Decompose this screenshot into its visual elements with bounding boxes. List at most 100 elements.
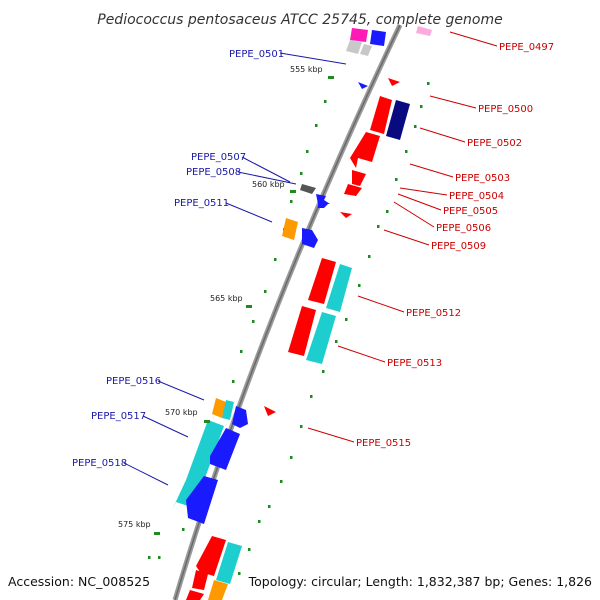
gene-feature-red — [344, 184, 362, 196]
gene-feature-red — [186, 590, 204, 600]
minor-tick-dot — [368, 255, 371, 258]
gene-label-pepe-0509[interactable]: PEPE_0509 — [431, 241, 486, 252]
gene-label-pepe-0508[interactable]: PEPE_0508 — [186, 167, 241, 178]
backbone-arc-core — [174, 24, 401, 600]
gene-leader-line — [279, 52, 347, 65]
minor-tick-dot — [290, 456, 293, 459]
gene-feature-blue — [316, 194, 330, 204]
map-title: Pediococcus pentosaceus ATCC 25745, comp… — [97, 12, 502, 28]
gene-feature-blue — [232, 406, 248, 428]
minor-tick-dot — [264, 290, 267, 293]
gene-label-pepe-0511[interactable]: PEPE_0511 — [174, 198, 229, 209]
gene-leader-line — [142, 415, 189, 438]
genome-backbone — [172, 23, 403, 600]
gene-feature-navy — [386, 100, 410, 140]
minor-tick-dot — [300, 425, 303, 428]
minor-tick-dot — [395, 178, 398, 181]
minor-tick-dot — [290, 200, 293, 203]
genome-summary-text: Topology: circular; Length: 1,832,387 bp… — [248, 574, 592, 589]
gene-label-pepe-0513[interactable]: PEPE_0513 — [387, 358, 442, 369]
gene-feature-cyan — [326, 264, 352, 312]
gene-label-pepe-0516[interactable]: PEPE_0516 — [106, 376, 161, 387]
gene-feature-red — [370, 96, 392, 134]
gene-feature-red — [264, 406, 276, 416]
gene-features — [172, 26, 432, 600]
gene-label-pepe-0503[interactable]: PEPE_0503 — [455, 173, 510, 184]
minor-tick-dot — [240, 350, 243, 353]
gene-feature-red — [340, 212, 352, 218]
minor-tick-dot — [258, 520, 261, 523]
minor-tick-dot — [252, 320, 255, 323]
gene-leader-line — [357, 295, 405, 313]
gene-label-pepe-0504[interactable]: PEPE_0504 — [449, 191, 504, 202]
minor-tick-dot — [232, 380, 235, 383]
minor-tick-dot — [238, 572, 241, 575]
minor-tick-dot — [322, 370, 325, 373]
gene-feature-red — [192, 570, 208, 590]
gene-feature-red — [288, 306, 316, 356]
gene-leader-line — [429, 95, 477, 109]
gene-feature-red — [350, 132, 380, 168]
minor-tick-dot — [158, 556, 161, 559]
gene-leader-line — [123, 462, 169, 486]
gene-label-pepe-0506[interactable]: PEPE_0506 — [436, 223, 491, 234]
gene-feature-cyan — [172, 420, 224, 510]
minor-tick-dot — [248, 548, 251, 551]
gene-label-pepe-0501[interactable]: PEPE_0501 — [229, 49, 284, 60]
gene-feature-dark_gray — [300, 184, 316, 194]
gene-leader-line — [449, 31, 498, 47]
gene-feature-blue — [210, 428, 240, 470]
gene-feature-orange — [208, 580, 228, 600]
minor-tick-dot — [386, 210, 389, 213]
gene-feature-red — [352, 170, 366, 186]
gene-leader-line — [337, 345, 386, 363]
gene-feature-orange — [282, 218, 298, 240]
gene-feature-gray — [346, 40, 362, 54]
gene-label-pepe-0512[interactable]: PEPE_0512 — [406, 308, 461, 319]
gene-feature-blue — [318, 202, 328, 208]
gene-feature-blue — [186, 476, 218, 524]
gene-feature-blue — [370, 30, 386, 46]
gene-leader-line — [419, 127, 466, 143]
kbp-tick-mark — [246, 305, 252, 308]
minor-tick-dot — [405, 150, 408, 153]
minor-tick-dot — [182, 528, 185, 531]
minor-tick-dot — [427, 82, 430, 85]
minor-tick-dot — [274, 258, 277, 261]
kbp-tick-mark — [328, 76, 334, 79]
gene-leader-line — [393, 201, 435, 228]
minor-tick-dot — [324, 100, 327, 103]
gene-feature-magenta — [350, 28, 368, 42]
gene-leader-line — [397, 193, 442, 211]
gene-label-pepe-0518[interactable]: PEPE_0518 — [72, 458, 127, 469]
minor-tick-dot — [310, 395, 313, 398]
gene-label-pepe-0502[interactable]: PEPE_0502 — [467, 138, 522, 149]
gene-label-pepe-0517[interactable]: PEPE_0517 — [91, 411, 146, 422]
gene-leader-line — [241, 156, 291, 183]
gene-feature-orange — [212, 398, 226, 418]
kbp-tick-mark — [204, 420, 210, 423]
gene-label-pepe-0500[interactable]: PEPE_0500 — [478, 104, 533, 115]
gene-label-pepe-0497[interactable]: PEPE_0497 — [499, 42, 554, 53]
minor-tick-dot — [148, 556, 151, 559]
minor-tick-dot — [420, 105, 423, 108]
kbp-tick-label: 555 kbp — [290, 65, 323, 74]
gene-feature-blue — [358, 82, 368, 89]
gene-leader-line — [383, 229, 430, 246]
kbp-tick-label: 560 kbp — [252, 180, 285, 189]
gene-feature-cyan — [306, 312, 336, 364]
minor-tick-dot — [300, 172, 303, 175]
gene-label-pepe-0505[interactable]: PEPE_0505 — [443, 206, 498, 217]
minor-tick-dot — [345, 318, 348, 321]
gene-feature-cyan — [222, 400, 234, 420]
minor-tick-dot — [280, 480, 283, 483]
gene-label-pepe-0515[interactable]: PEPE_0515 — [356, 438, 411, 449]
gene-label-pepe-0507[interactable]: PEPE_0507 — [191, 152, 246, 163]
gene-leader-line — [237, 171, 297, 185]
minor-tick-dot — [377, 225, 380, 228]
gene-leader-line — [409, 163, 454, 178]
kbp-tick-label: 565 kbp — [210, 294, 243, 303]
accession-text: Accession: NC_008525 — [8, 574, 150, 589]
kbp-tick-label: 575 kbp — [118, 520, 151, 529]
gene-leader-line — [399, 187, 448, 196]
